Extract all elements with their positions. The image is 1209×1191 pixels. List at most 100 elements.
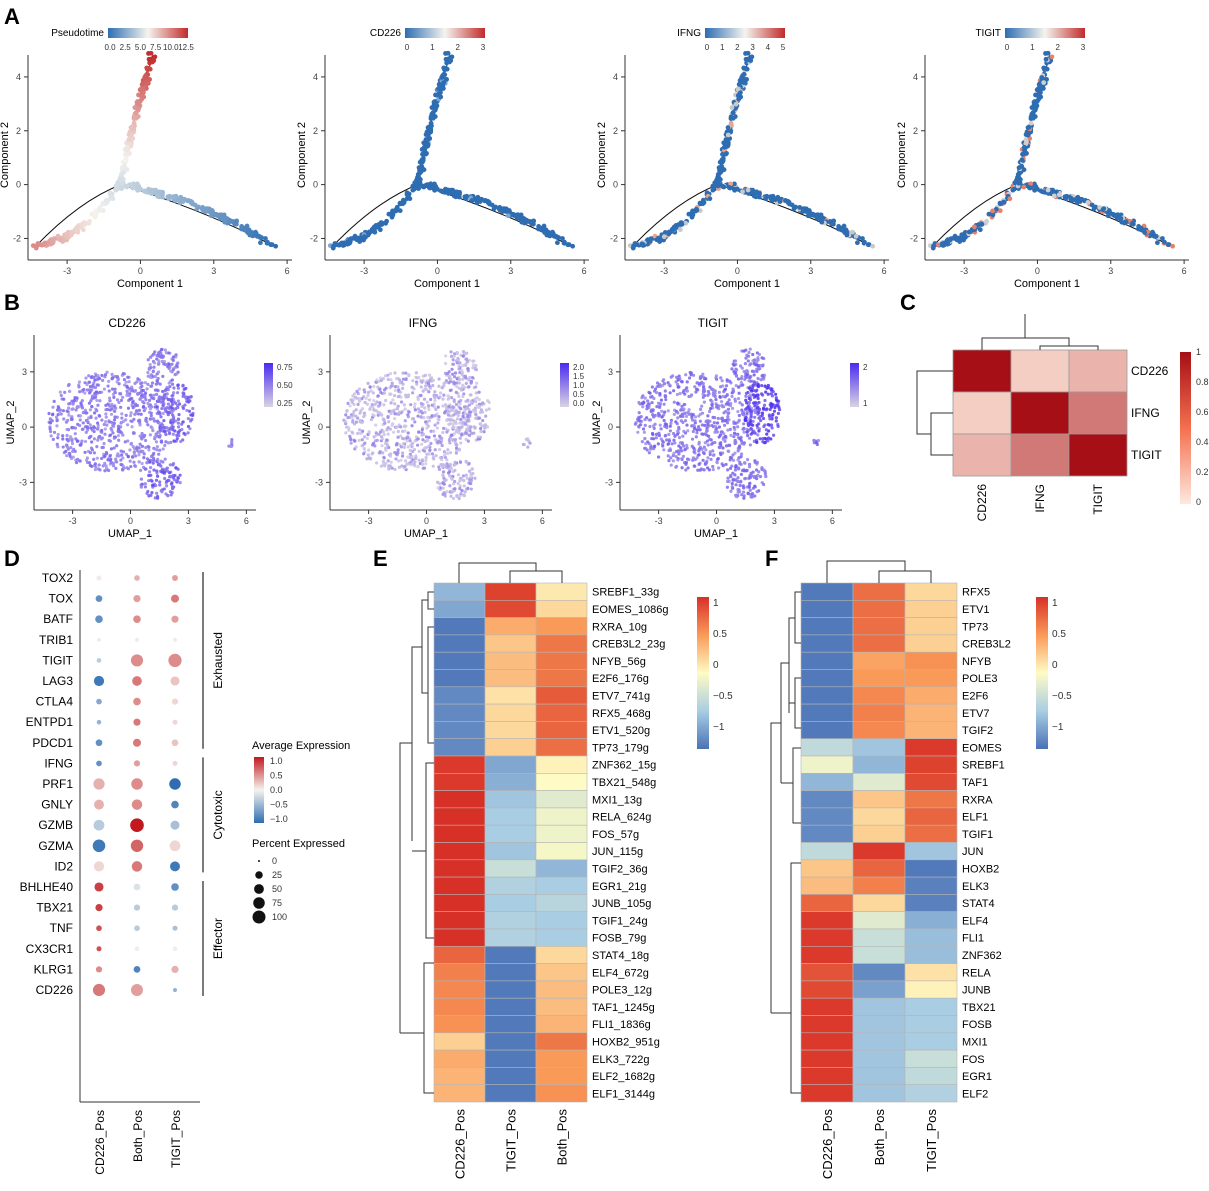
cell-point	[676, 401, 680, 405]
x-tick-label: 3	[482, 516, 487, 526]
cell-point	[748, 398, 753, 402]
heat-cell	[952, 433, 1012, 477]
cell-point	[127, 380, 131, 384]
cell-point	[724, 409, 728, 413]
cell-point	[88, 463, 92, 467]
cell-point	[727, 185, 733, 191]
cell-point	[393, 467, 397, 472]
cell-point	[360, 444, 364, 448]
x-tick-label: 0	[1035, 266, 1040, 276]
cell-point	[130, 185, 136, 191]
cell-point	[80, 399, 84, 403]
cell-point	[174, 401, 178, 405]
cell-point	[664, 397, 668, 402]
cell-point	[367, 398, 372, 402]
cell-point	[747, 436, 752, 440]
legend-tick-label: 1	[430, 43, 435, 52]
cell-point	[702, 451, 706, 456]
cell-point	[686, 410, 690, 414]
cell-point	[177, 412, 181, 417]
cell-point	[191, 413, 195, 418]
cell-point	[203, 207, 209, 213]
cell-point	[1089, 202, 1095, 208]
trajectory-line	[631, 55, 873, 247]
cell-point	[526, 445, 530, 449]
cell-point	[411, 449, 415, 454]
cell-point	[393, 402, 397, 406]
cell-point	[395, 377, 399, 381]
cell-point	[153, 361, 157, 365]
cell-point	[431, 464, 435, 468]
cell-point	[671, 459, 675, 463]
cell-point	[457, 364, 461, 368]
cell-point	[134, 446, 139, 451]
cell-point	[729, 489, 733, 493]
cell-point	[140, 437, 144, 441]
legend-colorbar	[1180, 352, 1191, 504]
cell-point	[163, 476, 167, 481]
cell-point	[474, 416, 478, 420]
cell-point	[699, 407, 703, 411]
cell-point	[726, 407, 731, 411]
cell-point	[113, 404, 117, 408]
cell-point	[739, 455, 743, 459]
cell-point	[256, 233, 262, 239]
expression-dot	[133, 595, 141, 603]
cell-point	[674, 420, 678, 424]
cell-point	[438, 94, 444, 100]
legend-size-dot	[258, 860, 260, 862]
cell-point	[81, 421, 85, 425]
cell-point	[149, 384, 153, 388]
cell-point	[759, 378, 763, 382]
cell-point	[648, 424, 652, 429]
cell-point	[728, 443, 732, 448]
cell-point	[70, 441, 75, 446]
cell-point	[363, 390, 367, 394]
cell-point	[93, 395, 97, 399]
y-tick-label: 3	[22, 367, 27, 377]
cell-point	[449, 354, 454, 358]
cell-point	[436, 417, 440, 421]
cell-point	[743, 66, 749, 71]
cell-point	[693, 385, 697, 389]
cell-point	[173, 373, 177, 377]
cell-point	[641, 405, 645, 409]
cell-point	[707, 424, 711, 428]
cell-point	[703, 423, 707, 427]
cell-point	[430, 376, 434, 380]
cell-point	[738, 490, 742, 494]
cell-point	[744, 407, 748, 412]
cell-point	[115, 375, 119, 379]
cell-point	[406, 435, 410, 439]
cell-point	[379, 464, 384, 468]
cell-point	[74, 460, 79, 465]
cell-point	[245, 230, 251, 235]
cell-point	[855, 240, 860, 246]
legend-tick-label: −1.0	[270, 814, 288, 824]
cell-point	[449, 350, 453, 354]
cell-point	[732, 363, 736, 367]
cell-point	[643, 446, 647, 450]
heat-cell	[433, 928, 486, 947]
cell-point	[736, 396, 741, 401]
legend-tick-label: 2	[863, 363, 868, 372]
cell-point	[757, 429, 761, 433]
cell-point	[667, 448, 671, 453]
expression-dot	[170, 861, 180, 872]
cell-point	[736, 409, 740, 414]
cell-point	[706, 466, 710, 470]
expression-dot	[171, 739, 179, 747]
cell-point	[383, 421, 387, 425]
cell-point	[637, 400, 641, 405]
cell-point	[710, 403, 714, 407]
cell-point	[424, 458, 428, 463]
cell-point	[125, 391, 130, 395]
cell-point	[103, 427, 107, 431]
cell-point	[428, 386, 433, 390]
cell-point	[125, 385, 129, 389]
cell-point	[500, 207, 506, 213]
cell-point	[1153, 233, 1159, 239]
cell-point	[657, 431, 661, 435]
cell-point	[553, 233, 559, 239]
cell-point	[441, 426, 446, 430]
